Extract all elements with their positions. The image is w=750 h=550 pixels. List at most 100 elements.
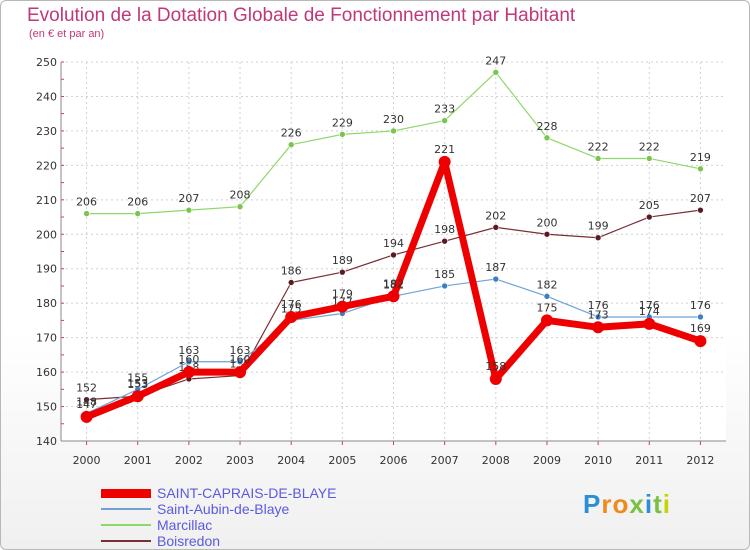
x-tick-label: 2009: [533, 454, 561, 467]
data-point-saint-caprais-de-blaye: [387, 290, 400, 303]
y-tick-label: 180: [36, 297, 57, 310]
data-label-saint-aubin-de-blaye: 163: [178, 344, 199, 357]
data-label-boisredon: 198: [434, 223, 455, 236]
data-point-marcillac: [441, 117, 448, 124]
data-label-saint-aubin-de-blaye: 176: [639, 299, 660, 312]
data-label-marcillac: 228: [536, 120, 557, 133]
logo-letter: P: [583, 489, 602, 519]
data-label-saint-caprais-de-blaye: 158: [485, 360, 506, 373]
logo-letter: o: [612, 489, 630, 519]
x-tick-label: 2012: [686, 454, 714, 467]
data-point-marcillac: [543, 134, 551, 142]
y-tick-label: 210: [36, 194, 57, 207]
x-tick-label: 2002: [175, 454, 203, 467]
data-label-saint-caprais-de-blaye: 147: [76, 398, 97, 411]
x-tick-label: 2007: [431, 454, 459, 467]
data-label-saint-caprais-de-blaye: 176: [281, 298, 302, 311]
data-label-saint-caprais-de-blaye: 173: [588, 308, 609, 321]
data-label-saint-aubin-de-blaye: 176: [588, 299, 609, 312]
legend-swatch: [101, 540, 151, 542]
data-label-boisredon: 153: [127, 378, 148, 391]
data-label-boisredon: 194: [383, 237, 404, 250]
data-point-marcillac: [339, 131, 346, 138]
data-label-boisredon: 205: [639, 199, 660, 212]
logo-letter: x: [629, 489, 645, 519]
legend-label: SAINT-CAPRAIS-DE-BLAYE: [157, 485, 337, 501]
data-label-marcillac: 206: [127, 196, 148, 209]
data-point-marcillac: [697, 165, 704, 173]
data-point-boisredon: [287, 279, 295, 286]
logo-letter: r: [601, 489, 613, 519]
y-tick-label: 150: [36, 401, 57, 414]
data-point-boisredon: [594, 234, 602, 242]
y-tick-label: 200: [36, 228, 57, 241]
data-label-boisredon: 207: [690, 192, 711, 205]
data-point-saint-caprais-de-blaye: [285, 310, 298, 323]
y-tick-label: 220: [36, 159, 57, 172]
data-point-saint-aubin-de-blaye: [697, 313, 704, 321]
data-label-saint-aubin-de-blaye: 175: [281, 302, 302, 315]
data-point-saint-aubin-de-blaye: [594, 313, 602, 321]
y-tick-label: 190: [36, 263, 57, 276]
data-label-saint-aubin-de-blaye: 155: [127, 371, 148, 384]
data-label-marcillac: 233: [434, 103, 455, 116]
data-label-marcillac: 208: [230, 189, 251, 202]
data-point-boisredon: [441, 237, 448, 245]
legend-swatch: [101, 508, 151, 510]
data-point-saint-aubin-de-blaye: [543, 292, 551, 300]
data-label-marcillac: 229: [332, 116, 353, 129]
x-tick-label: 2000: [73, 454, 101, 467]
data-point-saint-caprais-de-blaye: [80, 410, 93, 423]
data-point-boisredon: [83, 396, 90, 403]
legend-label: Boisredon: [157, 533, 221, 549]
legend-label: Saint-Aubin-de-Blaye: [157, 501, 290, 517]
data-label-marcillac: 206: [76, 196, 97, 209]
x-tick-label: 2003: [226, 454, 254, 467]
x-tick-label: 2011: [635, 454, 663, 467]
data-point-saint-caprais-de-blaye: [438, 155, 451, 168]
logo-letter: t: [653, 489, 663, 519]
data-label-saint-caprais-de-blaye: 153: [127, 377, 148, 390]
data-point-boisredon: [339, 268, 346, 276]
data-label-marcillac: 247: [485, 54, 506, 67]
data-label-saint-caprais-de-blaye: 221: [434, 143, 455, 156]
data-label-saint-caprais-de-blaye: 174: [639, 305, 660, 318]
data-label-boisredon: 152: [76, 382, 97, 395]
data-point-saint-aubin-de-blaye: [441, 282, 448, 290]
data-label-boisredon: 189: [332, 254, 353, 267]
data-point-saint-caprais-de-blaye: [489, 372, 502, 385]
y-tick-label: 160: [36, 366, 57, 379]
legend-label: Marcillac: [157, 517, 213, 533]
data-point-boisredon: [543, 230, 551, 238]
data-label-boisredon: 186: [281, 265, 302, 278]
data-label-saint-caprais-de-blaye: 179: [332, 288, 353, 301]
data-point-saint-caprais-de-blaye: [131, 390, 144, 403]
x-tick-label: 2010: [584, 454, 612, 467]
logo-letter: i: [644, 489, 654, 519]
data-point-boisredon: [645, 213, 653, 221]
y-tick-label: 230: [36, 125, 57, 138]
chart-title: Evolution de la Dotation Globale de Fonc…: [27, 5, 576, 26]
data-label-saint-caprais-de-blaye: 182: [383, 277, 404, 290]
data-point-saint-caprais-de-blaye: [540, 314, 553, 327]
legend-swatch: [101, 488, 151, 498]
data-label-saint-aubin-de-blaye: 185: [434, 268, 455, 281]
data-point-saint-caprais-de-blaye: [182, 366, 195, 379]
data-label-saint-caprais-de-blaye: 169: [690, 322, 711, 335]
data-label-marcillac: 219: [690, 151, 711, 164]
data-label-boisredon: 199: [588, 220, 609, 233]
data-point-saint-aubin-de-blaye: [492, 275, 500, 283]
data-point-saint-caprais-de-blaye: [592, 321, 605, 334]
data-point-marcillac: [83, 210, 90, 217]
data-label-marcillac: 226: [281, 127, 302, 140]
data-label-saint-aubin-de-blaye: 163: [230, 344, 251, 357]
data-label-saint-aubin-de-blaye: 187: [485, 261, 506, 274]
y-tick-label: 240: [36, 90, 57, 103]
data-label-marcillac: 207: [178, 192, 199, 205]
data-label-saint-caprais-de-blaye: 160: [178, 353, 199, 366]
x-tick-label: 2001: [124, 454, 152, 467]
data-point-marcillac: [645, 155, 653, 162]
data-point-boisredon: [697, 206, 704, 214]
data-point-marcillac: [287, 141, 295, 148]
